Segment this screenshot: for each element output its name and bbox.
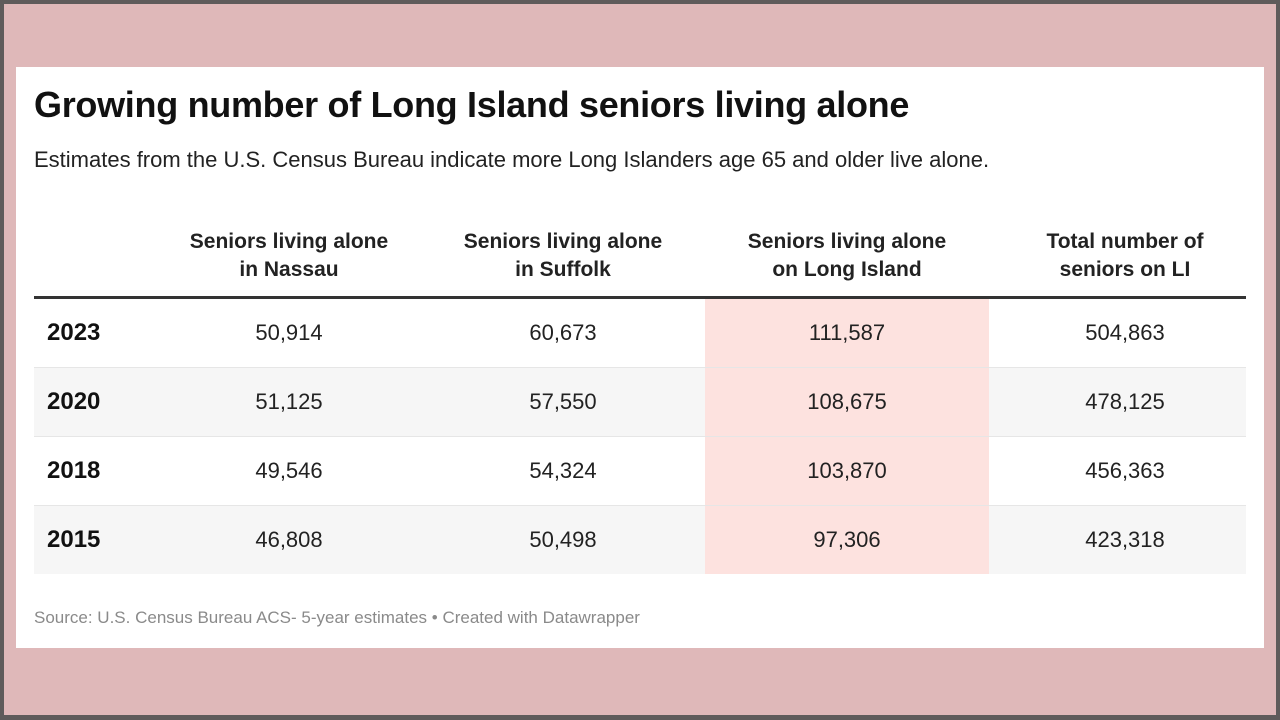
chart-subtitle: Estimates from the U.S. Census Bureau in…	[34, 147, 990, 172]
table-row: 2020 51,125 57,550 108,675 478,125	[34, 368, 1246, 437]
source-footer: Source: U.S. Census Bureau ACS- 5-year e…	[34, 608, 640, 627]
year-cell: 2015	[47, 526, 101, 553]
long-island-cell: 108,675	[705, 368, 989, 436]
table-header: Seniors living alone in Nassau Seniors l…	[34, 224, 1246, 299]
total-cell: 504,863	[1085, 320, 1165, 345]
data-table: Seniors living alone in Nassau Seniors l…	[34, 224, 1246, 574]
header-line: Seniors living alone	[189, 230, 389, 253]
suffolk-cell: 54,324	[529, 458, 597, 483]
table-row: 2018 49,546 54,324 103,870 456,363	[34, 437, 1246, 506]
header-line: seniors on LI	[1059, 258, 1191, 281]
nassau-cell: 50,914	[255, 320, 323, 345]
header-line: in Nassau	[239, 258, 339, 281]
year-cell: 2018	[47, 457, 101, 484]
year-cell: 2020	[47, 388, 101, 415]
table-row: 2023 50,914 60,673 111,587 504,863	[34, 299, 1246, 368]
column-header-suffolk: Seniors living alone in Suffolk	[403, 228, 723, 284]
suffolk-cell: 50,498	[529, 527, 597, 552]
table-row: 2015 46,808 50,498 97,306 423,318	[34, 506, 1246, 574]
header-line: on Long Island	[772, 258, 922, 281]
suffolk-cell: 57,550	[529, 389, 597, 414]
total-cell: 456,363	[1085, 458, 1165, 483]
column-header-nassau: Seniors living alone in Nassau	[129, 228, 449, 284]
nassau-cell: 46,808	[255, 527, 323, 552]
nassau-cell: 51,125	[255, 389, 323, 414]
chart-title: Growing number of Long Island seniors li…	[34, 84, 910, 125]
total-cell: 478,125	[1085, 389, 1165, 414]
header-line: in Suffolk	[515, 258, 611, 281]
total-cell: 423,318	[1085, 527, 1165, 552]
column-header-long-island: Seniors living alone on Long Island	[705, 228, 989, 284]
header-line: Total number of	[1046, 230, 1204, 253]
header-line: Seniors living alone	[747, 230, 947, 253]
nassau-cell: 49,546	[255, 458, 323, 483]
header-line: Seniors living alone	[463, 230, 663, 253]
suffolk-cell: 60,673	[529, 320, 597, 345]
long-island-cell: 103,870	[705, 437, 989, 505]
column-header-total: Total number of seniors on LI	[989, 228, 1261, 284]
long-island-cell: 97,306	[705, 506, 989, 574]
year-cell: 2023	[47, 319, 101, 346]
long-island-cell: 111,587	[705, 299, 989, 367]
